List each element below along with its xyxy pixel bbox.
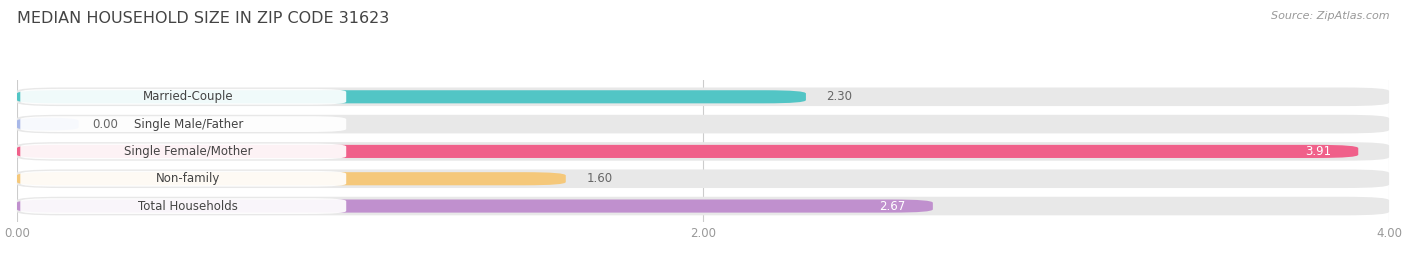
Text: Single Male/Father: Single Male/Father [134, 118, 243, 131]
Text: Source: ZipAtlas.com: Source: ZipAtlas.com [1271, 11, 1389, 21]
Text: 2.30: 2.30 [827, 90, 852, 103]
FancyBboxPatch shape [17, 172, 565, 185]
FancyBboxPatch shape [17, 199, 932, 213]
FancyBboxPatch shape [17, 169, 1389, 188]
FancyBboxPatch shape [17, 87, 1389, 106]
FancyBboxPatch shape [17, 142, 1389, 161]
FancyBboxPatch shape [20, 198, 346, 214]
FancyBboxPatch shape [20, 171, 346, 187]
Text: MEDIAN HOUSEHOLD SIZE IN ZIP CODE 31623: MEDIAN HOUSEHOLD SIZE IN ZIP CODE 31623 [17, 11, 389, 26]
Text: Single Female/Mother: Single Female/Mother [124, 145, 253, 158]
FancyBboxPatch shape [20, 89, 346, 105]
Text: Total Households: Total Households [138, 200, 239, 213]
FancyBboxPatch shape [17, 145, 1358, 158]
Text: 1.60: 1.60 [586, 172, 613, 185]
FancyBboxPatch shape [17, 197, 1389, 215]
FancyBboxPatch shape [17, 115, 1389, 133]
Text: 0.00: 0.00 [93, 118, 118, 131]
Text: Married-Couple: Married-Couple [143, 90, 233, 103]
Text: 3.91: 3.91 [1305, 145, 1331, 158]
Text: 2.67: 2.67 [879, 200, 905, 213]
FancyBboxPatch shape [17, 90, 806, 103]
Text: Non-family: Non-family [156, 172, 221, 185]
FancyBboxPatch shape [17, 118, 79, 131]
FancyBboxPatch shape [20, 116, 346, 132]
FancyBboxPatch shape [20, 144, 346, 159]
